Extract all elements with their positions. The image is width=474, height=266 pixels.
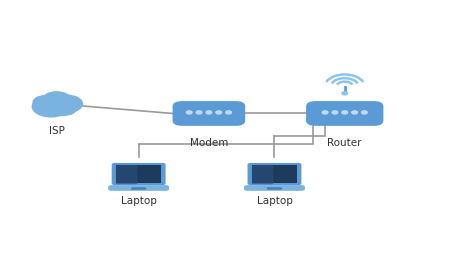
Text: Laptop: Laptop [121,196,156,206]
Polygon shape [252,165,272,183]
Polygon shape [116,165,137,183]
Circle shape [32,96,70,117]
Circle shape [342,111,347,114]
FancyBboxPatch shape [116,165,161,183]
Circle shape [362,111,367,114]
Circle shape [52,95,82,113]
Circle shape [36,102,59,115]
FancyBboxPatch shape [267,187,282,190]
Circle shape [186,111,192,114]
Circle shape [322,111,328,114]
Circle shape [352,111,357,114]
Text: Router: Router [328,138,362,148]
Circle shape [216,111,221,114]
FancyBboxPatch shape [131,187,146,190]
Circle shape [226,111,231,114]
FancyBboxPatch shape [112,163,165,185]
Text: Modem: Modem [190,138,228,148]
Text: ISP: ISP [49,127,64,136]
Text: Laptop: Laptop [256,196,292,206]
FancyBboxPatch shape [247,163,301,185]
Circle shape [332,111,337,114]
FancyBboxPatch shape [306,101,383,126]
Circle shape [43,92,71,107]
Circle shape [49,100,77,115]
FancyBboxPatch shape [108,185,169,191]
FancyBboxPatch shape [173,101,245,126]
Circle shape [196,111,202,114]
Circle shape [206,111,212,114]
Circle shape [342,92,347,95]
FancyBboxPatch shape [252,165,297,183]
Circle shape [33,96,57,109]
FancyBboxPatch shape [244,185,305,191]
